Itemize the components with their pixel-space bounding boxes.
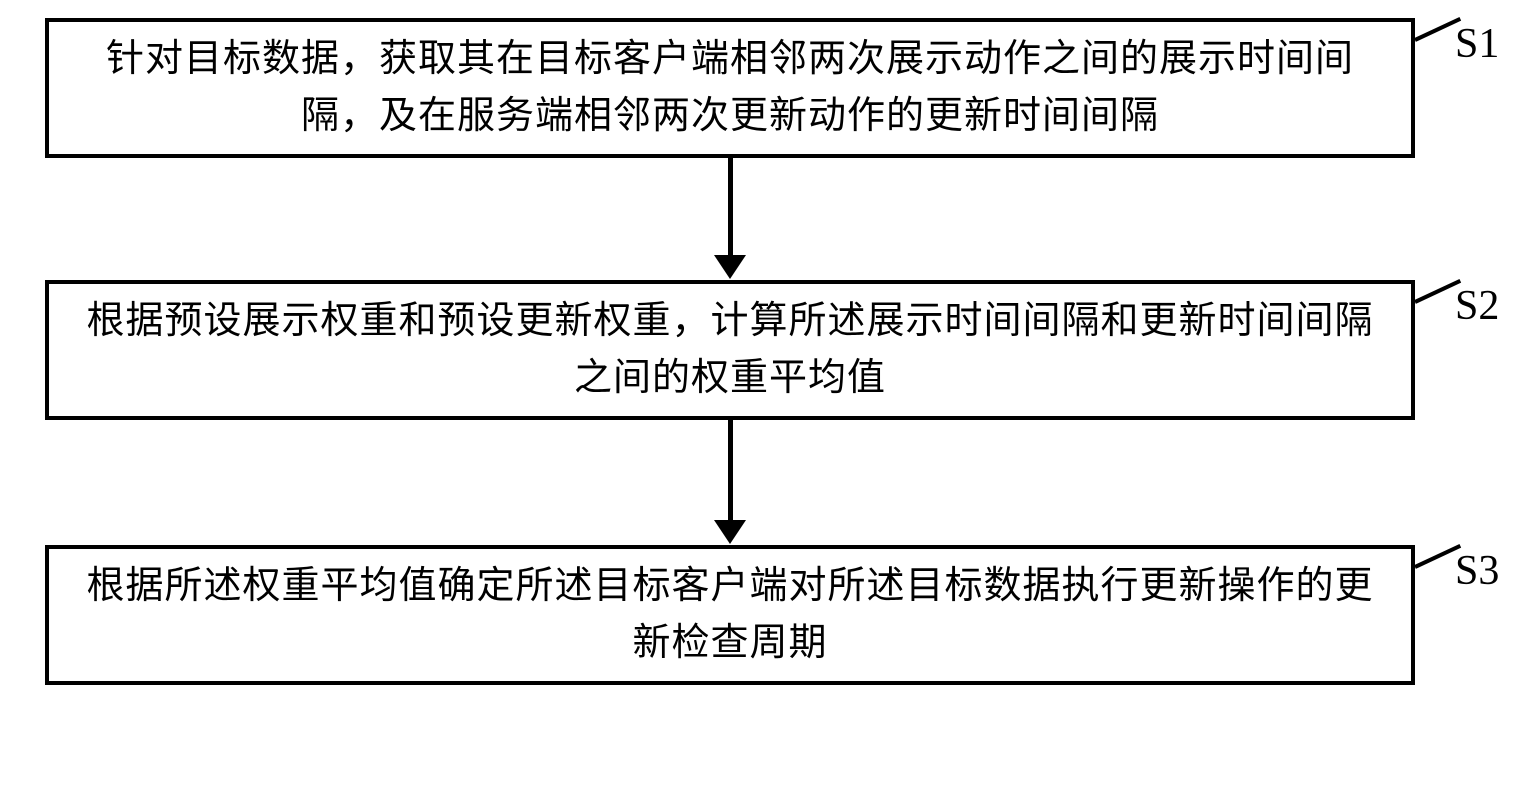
- node-s3-text: 根据所述权重平均值确定所述目标客户端对所述目标数据执行更新操作的更新检查周期: [74, 558, 1386, 672]
- arrow-line: [728, 158, 733, 256]
- flowchart-container: 针对目标数据，获取其在目标客户端相邻两次展示动作之间的展示时间间隔，及在服务端相…: [0, 0, 1534, 795]
- node-s1-label: S1: [1455, 20, 1499, 68]
- arrow-head-icon: [714, 520, 746, 544]
- arrow-s1-s2: [714, 158, 746, 279]
- flowchart-node-s3: 根据所述权重平均值确定所述目标客户端对所述目标数据执行更新操作的更新检查周期: [45, 545, 1415, 685]
- node-s2-text: 根据预设展示权重和预设更新权重，计算所述展示时间间隔和更新时间间隔之间的权重平均…: [74, 293, 1386, 407]
- flowchart-node-s2: 根据预设展示权重和预设更新权重，计算所述展示时间间隔和更新时间间隔之间的权重平均…: [45, 280, 1415, 420]
- node-s1-text: 针对目标数据，获取其在目标客户端相邻两次展示动作之间的展示时间间隔，及在服务端相…: [74, 31, 1386, 145]
- node-s2-label: S2: [1455, 282, 1499, 330]
- arrow-line: [728, 420, 733, 521]
- arrow-s2-s3: [714, 420, 746, 544]
- arrow-head-icon: [714, 255, 746, 279]
- flowchart-node-s1: 针对目标数据，获取其在目标客户端相邻两次展示动作之间的展示时间间隔，及在服务端相…: [45, 18, 1415, 158]
- node-s3-label: S3: [1455, 547, 1499, 595]
